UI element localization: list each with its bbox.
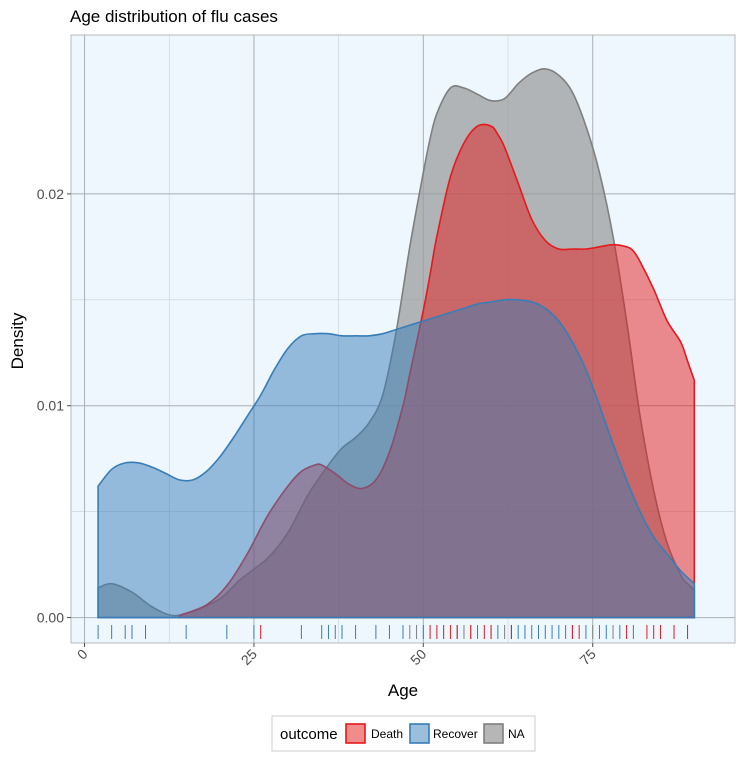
y-axis: 0.00 0.01 0.02 (37, 186, 71, 626)
y-axis-title: Density (8, 312, 27, 369)
legend-key-na (483, 723, 504, 744)
x-tick-label: 0 (74, 646, 91, 663)
x-tick-label: 25 (238, 646, 260, 668)
legend-label-recover: Recover (433, 727, 478, 741)
y-tick-label: 0.01 (37, 398, 64, 414)
x-tick-label: 75 (577, 646, 599, 668)
y-tick-label: 0.00 (37, 610, 64, 626)
legend-label-na: NA (508, 727, 525, 741)
x-axis-title: Age (388, 681, 418, 700)
density-areas (97, 68, 696, 619)
legend-key-death (345, 723, 366, 744)
x-axis: 0 25 50 75 (74, 643, 599, 668)
legend-keys: Death Recover NA (345, 723, 525, 744)
legend-key-recover (409, 723, 430, 744)
rug-marks (97, 625, 689, 639)
legend-label-death: Death (371, 727, 403, 741)
legend: outcome Death Recover NA (271, 715, 536, 752)
chart-title: Age distribution of flu cases (70, 7, 278, 26)
y-tick-label: 0.02 (37, 186, 64, 202)
density-area-recover (97, 298, 696, 619)
x-tick-label: 50 (407, 646, 429, 668)
legend-title: outcome (280, 726, 338, 743)
